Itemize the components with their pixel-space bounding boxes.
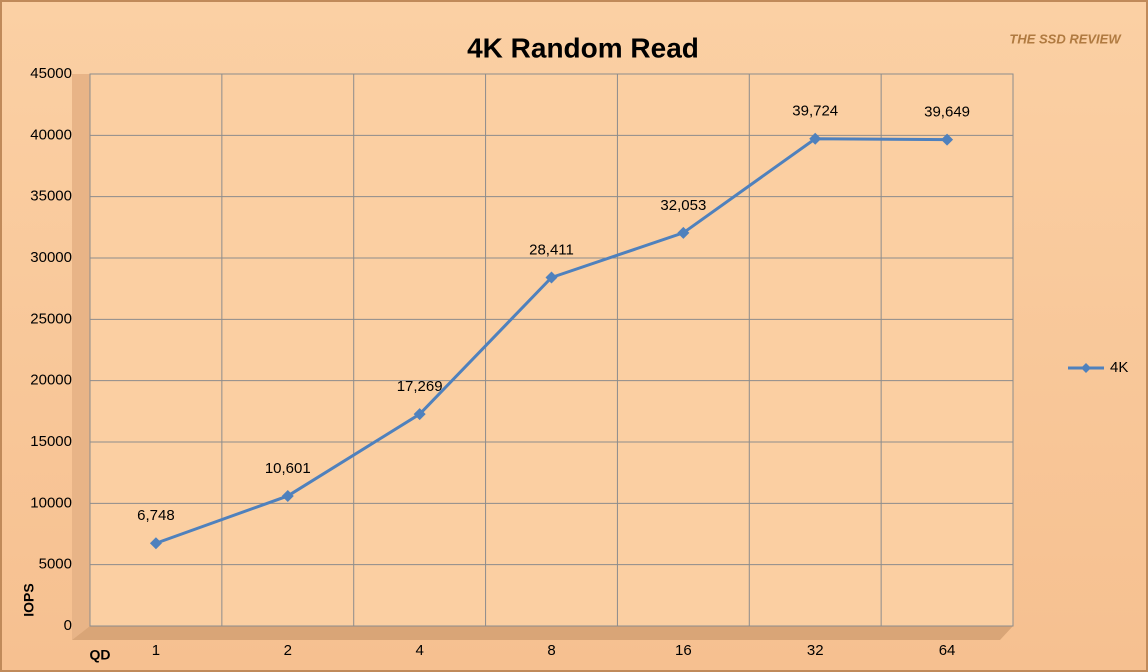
y-tick-label: 45000 (30, 65, 72, 82)
data-label: 10,601 (265, 460, 311, 477)
data-point (941, 133, 954, 146)
x-tick-label: 64 (939, 642, 956, 659)
data-point (413, 408, 426, 421)
legend-marker (1081, 363, 1091, 373)
y-tick-label: 30000 (30, 249, 72, 266)
plot-wall (72, 74, 90, 640)
legend-label: 4K (1110, 359, 1128, 376)
y-tick-label: 15000 (30, 433, 72, 450)
data-label: 32,053 (660, 197, 706, 214)
data-point (545, 271, 558, 284)
x-tick-label: 4 (415, 642, 423, 659)
data-label: 28,411 (529, 241, 574, 258)
data-label: 6,748 (137, 507, 175, 524)
data-point (809, 132, 822, 145)
data-label: 39,724 (792, 103, 838, 120)
data-point (149, 537, 162, 550)
y-tick-label: 35000 (30, 188, 72, 205)
y-tick-label: 10000 (30, 494, 72, 511)
data-label: 39,649 (924, 104, 970, 121)
logo: THE SSD REVIEW (1009, 31, 1122, 46)
x-tick-label: 32 (807, 642, 824, 659)
x-tick-label: 2 (284, 642, 292, 659)
data-point (677, 226, 690, 239)
data-point (281, 489, 294, 502)
plot-floor (72, 626, 1013, 640)
x-tick-label: 1 (152, 642, 160, 659)
chart-title: 4K Random Read (467, 32, 699, 63)
y-axis-title: IOPS (21, 583, 37, 616)
y-tick-label: 20000 (30, 372, 72, 389)
y-tick-label: 5000 (39, 556, 72, 573)
y-tick-label: 25000 (30, 310, 72, 327)
x-axis-title: QD (90, 647, 111, 663)
y-tick-label: 0 (64, 617, 72, 634)
x-tick-label: 16 (675, 642, 692, 659)
y-tick-label: 40000 (30, 126, 72, 143)
plot-area (89, 73, 1014, 627)
x-tick-label: 8 (547, 642, 555, 659)
data-label: 17,269 (397, 378, 443, 395)
